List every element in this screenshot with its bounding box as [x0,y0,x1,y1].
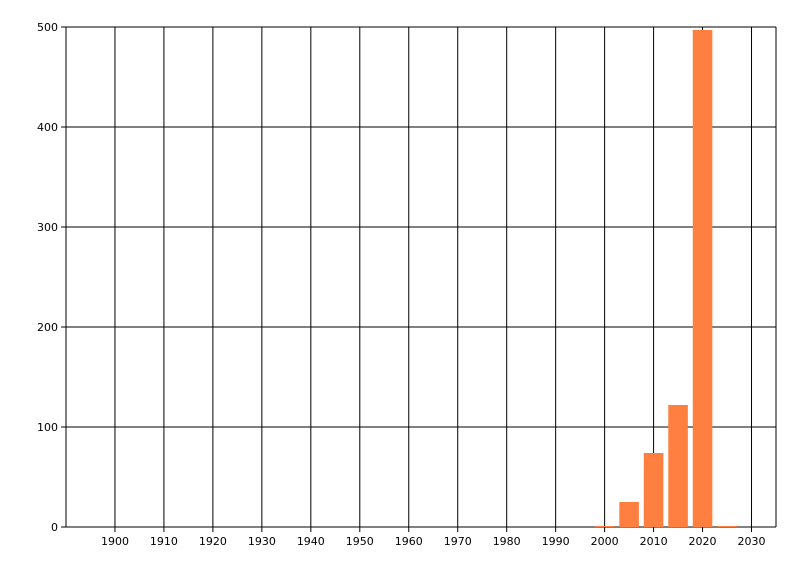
x-tick-label: 1980 [493,535,521,548]
x-tick-label: 1970 [444,535,472,548]
y-tick-label: 0 [51,521,58,534]
x-tick-label: 2030 [738,535,766,548]
bar [619,502,639,527]
bar [594,526,615,527]
x-tick-label: 1930 [248,535,276,548]
y-tick-label: 300 [37,221,58,234]
bar [643,453,664,527]
x-tick-label: 1920 [199,535,227,548]
y-tick-label: 500 [37,21,58,34]
x-tick-label: 1910 [150,535,178,548]
bar [692,30,713,527]
x-tick-label: 1990 [542,535,570,548]
x-tick-label: 1950 [346,535,374,548]
x-tick-label: 1960 [395,535,423,548]
x-tick-label: 2010 [640,535,668,548]
bar [717,526,737,527]
x-tick-label: 1900 [101,535,129,548]
y-tick-label: 100 [37,421,58,434]
x-tick-label: 1940 [297,535,325,548]
bar [668,405,688,527]
y-tick-label: 400 [37,121,58,134]
x-tick-label: 2020 [689,535,717,548]
y-tick-label: 200 [37,321,58,334]
x-tick-label: 2000 [591,535,619,548]
